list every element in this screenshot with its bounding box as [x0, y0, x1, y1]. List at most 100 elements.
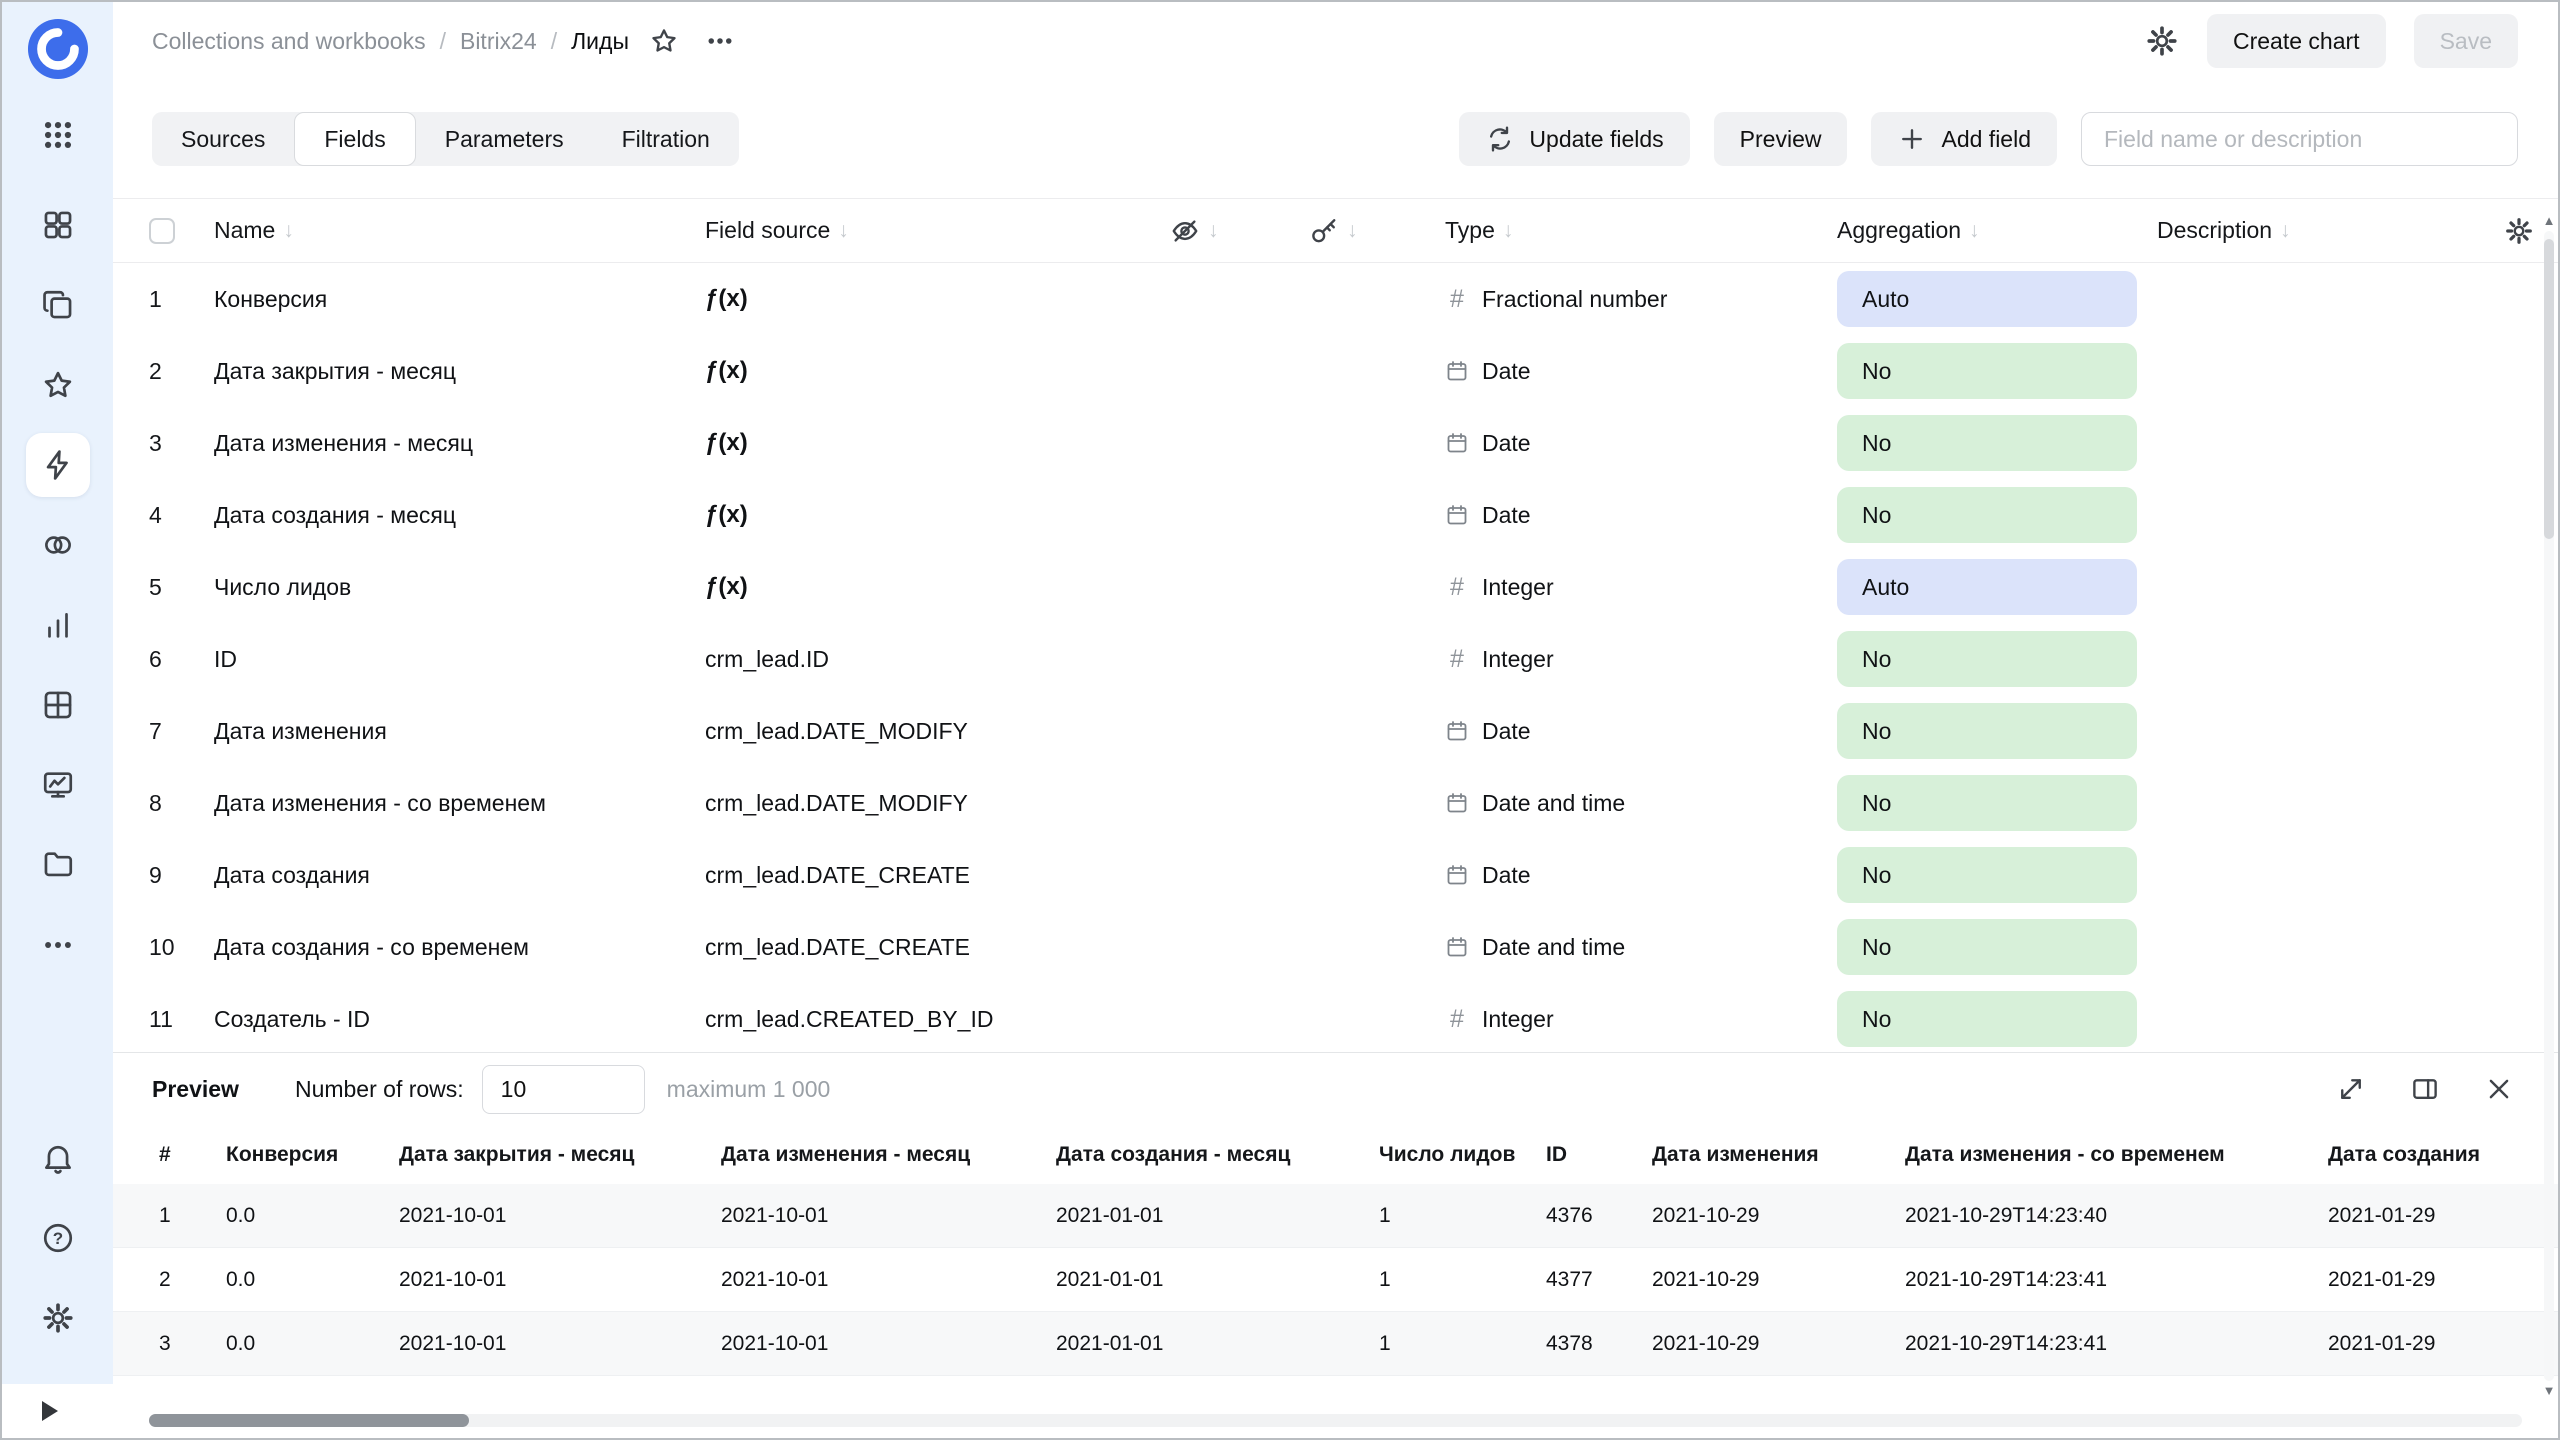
- aggregation-select[interactable]: No: [1837, 775, 2137, 831]
- sidebar-item-files[interactable]: [2, 825, 113, 905]
- field-source[interactable]: ƒ(x): [705, 429, 748, 456]
- tab-filtration[interactable]: Filtration: [621, 125, 710, 152]
- aggregation-select[interactable]: No: [1837, 991, 2137, 1047]
- sidebar-item-services[interactable]: [2, 185, 113, 265]
- field-type[interactable]: Date: [1445, 430, 1837, 457]
- notifications-button[interactable]: [2, 1118, 113, 1198]
- tab-parameters[interactable]: Parameters: [444, 125, 564, 152]
- field-source[interactable]: ƒ(x): [705, 357, 748, 384]
- preview-button[interactable]: Preview: [1713, 112, 1848, 166]
- preview-column-header[interactable]: #: [159, 1142, 171, 1166]
- tab-sources[interactable]: Sources: [181, 125, 266, 152]
- rows-count-input[interactable]: [481, 1064, 645, 1114]
- field-name[interactable]: Дата изменения - месяц: [214, 429, 473, 456]
- settings-button[interactable]: [2, 1278, 113, 1358]
- field-name[interactable]: Дата закрытия - месяц: [214, 357, 457, 384]
- breadcrumb-item[interactable]: Лиды: [571, 27, 629, 54]
- aggregation-select[interactable]: Auto: [1837, 559, 2137, 615]
- column-header-visibility[interactable]: ↓: [1170, 216, 1309, 246]
- field-type[interactable]: # Integer: [1445, 645, 1837, 674]
- field-name[interactable]: Число лидов: [214, 573, 352, 600]
- preview-column-header[interactable]: Число лидов: [1379, 1142, 1516, 1166]
- columns-settings-button[interactable]: [2487, 216, 2534, 246]
- aggregation-select[interactable]: No: [1837, 415, 2137, 471]
- update-fields-button[interactable]: Update fields: [1459, 112, 1690, 166]
- breadcrumb-item[interactable]: Bitrix24: [459, 27, 537, 54]
- sidebar-expand-button[interactable]: [42, 1401, 58, 1421]
- field-row[interactable]: 10 Дата создания - со временем crm_lead.…: [149, 911, 2534, 983]
- column-header-aggregation[interactable]: Aggregation ↓: [1837, 217, 1980, 243]
- vertical-scrollbar-thumb[interactable]: [2544, 239, 2554, 539]
- field-name[interactable]: Дата создания - со временем: [214, 933, 529, 960]
- close-preview-button[interactable]: [2484, 1074, 2514, 1104]
- sidebar-more-button[interactable]: [2, 905, 113, 985]
- field-type[interactable]: # Integer: [1445, 1005, 1837, 1034]
- field-row[interactable]: 9 Дата создания crm_lead.DATE_CREATE Dat…: [149, 839, 2534, 911]
- field-type[interactable]: Date: [1445, 862, 1837, 889]
- sidebar-item-datasets[interactable]: [2, 505, 113, 585]
- field-row[interactable]: 5 Число лидов ƒ(x) # Integer Auto: [149, 551, 2534, 623]
- favorite-star-icon[interactable]: [649, 26, 679, 56]
- apps-grid-button[interactable]: [41, 118, 75, 157]
- field-name[interactable]: Создатель - ID: [214, 1005, 371, 1032]
- scroll-up-arrow[interactable]: ▲: [2542, 213, 2556, 228]
- sidebar-item-connections[interactable]: [2, 425, 113, 505]
- preview-column-header[interactable]: Дата закрытия - месяц: [399, 1142, 635, 1166]
- field-type[interactable]: Date: [1445, 358, 1837, 385]
- aggregation-select[interactable]: No: [1837, 343, 2137, 399]
- column-header-field-source[interactable]: Field source ↓: [705, 217, 849, 243]
- horizontal-scrollbar-thumb[interactable]: [149, 1413, 469, 1427]
- preview-column-header[interactable]: Дата изменения: [1652, 1142, 1819, 1166]
- expand-preview-button[interactable]: [2336, 1074, 2366, 1104]
- column-header-description[interactable]: Description ↓: [2157, 217, 2291, 243]
- field-type[interactable]: # Fractional number: [1445, 285, 1837, 314]
- tab-fields[interactable]: Fields: [294, 112, 416, 166]
- horizontal-scrollbar[interactable]: [149, 1413, 2522, 1427]
- breadcrumb-more-button[interactable]: [705, 26, 735, 56]
- preview-column-header[interactable]: Дата создания - месяц: [1056, 1142, 1291, 1166]
- preview-column-header[interactable]: Дата изменения - со временем: [1905, 1142, 2225, 1166]
- aggregation-select[interactable]: No: [1837, 919, 2137, 975]
- preview-column-header[interactable]: Дата изменения - месяц: [721, 1142, 971, 1166]
- vertical-scrollbar[interactable]: ▲ ▼: [2542, 214, 2556, 1398]
- create-chart-button[interactable]: Create chart: [2207, 14, 2386, 68]
- add-field-button[interactable]: Add field: [1871, 112, 2057, 166]
- preview-column-header[interactable]: Конверсия: [226, 1142, 339, 1166]
- split-view-button[interactable]: [2410, 1074, 2440, 1104]
- column-header-name[interactable]: Name ↓: [214, 217, 294, 243]
- field-row[interactable]: 8 Дата изменения - со временем crm_lead.…: [149, 767, 2534, 839]
- field-source[interactable]: ƒ(x): [705, 573, 748, 600]
- field-name[interactable]: ID: [214, 645, 237, 672]
- field-row[interactable]: 7 Дата изменения crm_lead.DATE_MODIFY Da…: [149, 695, 2534, 767]
- breadcrumb-item[interactable]: Collections and workbooks: [152, 27, 426, 54]
- sidebar-item-monitoring[interactable]: [2, 745, 113, 825]
- field-name[interactable]: Дата создания - месяц: [214, 501, 457, 528]
- sidebar-item-favorites[interactable]: [2, 345, 113, 425]
- field-type[interactable]: Date and time: [1445, 934, 1837, 961]
- field-name[interactable]: Дата изменения: [214, 717, 387, 744]
- preview-column-header[interactable]: ID: [1546, 1142, 1567, 1166]
- aggregation-select[interactable]: No: [1837, 703, 2137, 759]
- scroll-down-arrow[interactable]: ▼: [2542, 1383, 2556, 1398]
- field-type[interactable]: Date and time: [1445, 790, 1837, 817]
- field-name[interactable]: Дата создания: [214, 861, 370, 888]
- field-type[interactable]: # Integer: [1445, 573, 1837, 602]
- select-all-checkbox[interactable]: [149, 217, 175, 244]
- field-row[interactable]: 3 Дата изменения - месяц ƒ(x) Date No: [149, 407, 2534, 479]
- sidebar-item-charts[interactable]: [2, 585, 113, 665]
- field-search-input[interactable]: [2081, 112, 2518, 166]
- field-type[interactable]: Date: [1445, 718, 1837, 745]
- help-button[interactable]: ?: [2, 1198, 113, 1278]
- field-row[interactable]: 1 Конверсия ƒ(x) # Fractional number Auto: [149, 263, 2534, 335]
- datalens-logo[interactable]: [27, 18, 89, 80]
- save-button[interactable]: Save: [2413, 14, 2518, 68]
- field-row[interactable]: 4 Дата создания - месяц ƒ(x) Date No: [149, 479, 2534, 551]
- sidebar-item-dashboards[interactable]: [2, 665, 113, 745]
- field-type[interactable]: Date: [1445, 502, 1837, 529]
- column-header-type[interactable]: Type ↓: [1445, 217, 1514, 243]
- aggregation-select[interactable]: No: [1837, 631, 2137, 687]
- preview-column-header[interactable]: Дата создания: [2328, 1142, 2480, 1166]
- aggregation-select[interactable]: No: [1837, 487, 2137, 543]
- field-row[interactable]: 6 ID crm_lead.ID # Integer No: [149, 623, 2534, 695]
- field-row[interactable]: 11 Создатель - ID crm_lead.CREATED_BY_ID…: [149, 983, 2534, 1052]
